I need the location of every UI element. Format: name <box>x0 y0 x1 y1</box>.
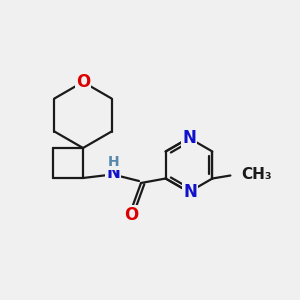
Text: CH₃: CH₃ <box>242 167 272 182</box>
Text: H: H <box>108 155 120 169</box>
Text: N: N <box>106 164 120 182</box>
Text: N: N <box>183 183 197 201</box>
Text: O: O <box>76 73 90 91</box>
Text: N: N <box>182 129 196 147</box>
Text: O: O <box>124 206 138 224</box>
